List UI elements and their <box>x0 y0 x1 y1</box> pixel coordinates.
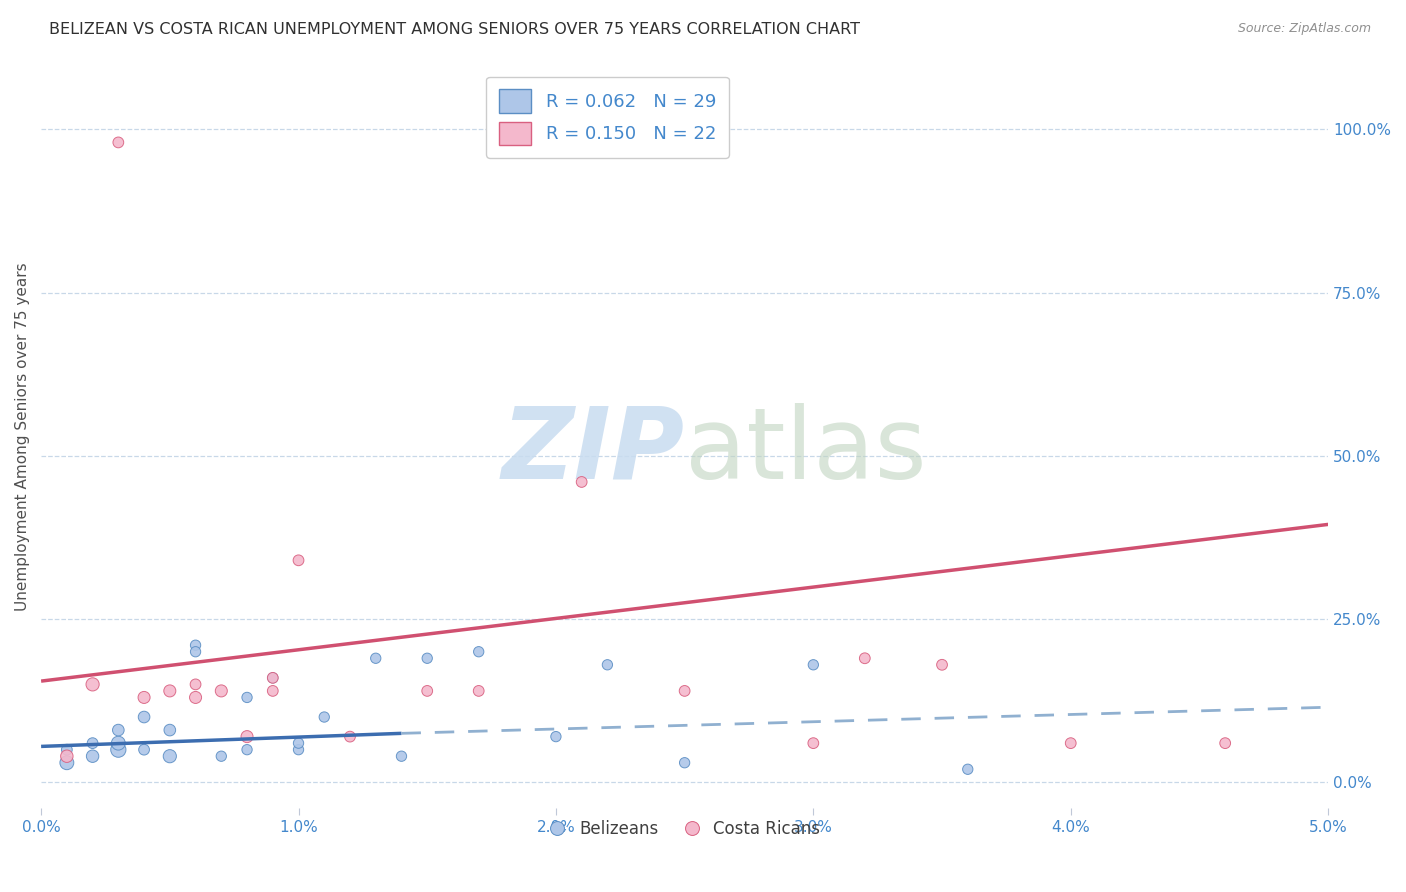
Point <box>82 677 104 691</box>
Point <box>56 749 79 764</box>
Point <box>544 730 567 744</box>
Point <box>184 677 207 691</box>
Point <box>262 684 284 698</box>
Point <box>1060 736 1083 750</box>
Point <box>159 749 181 764</box>
Point <box>262 671 284 685</box>
Point <box>467 645 489 659</box>
Point <box>673 684 696 698</box>
Point <box>236 730 259 744</box>
Point <box>236 742 259 756</box>
Point <box>107 723 129 737</box>
Point <box>56 756 79 770</box>
Point <box>314 710 336 724</box>
Point <box>287 736 309 750</box>
Point <box>56 742 79 756</box>
Point <box>159 723 181 737</box>
Point <box>184 638 207 652</box>
Point <box>416 684 439 698</box>
Point <box>132 710 155 724</box>
Point <box>391 749 413 764</box>
Point <box>209 684 232 698</box>
Text: ZIP: ZIP <box>502 402 685 500</box>
Point <box>287 553 309 567</box>
Point <box>107 736 129 750</box>
Point <box>159 684 181 698</box>
Point <box>184 690 207 705</box>
Point <box>209 749 232 764</box>
Point <box>82 749 104 764</box>
Point <box>339 730 361 744</box>
Point <box>1213 736 1236 750</box>
Point <box>364 651 387 665</box>
Y-axis label: Unemployment Among Seniors over 75 years: Unemployment Among Seniors over 75 years <box>15 262 30 610</box>
Point <box>107 742 129 756</box>
Point <box>673 756 696 770</box>
Point <box>853 651 876 665</box>
Point <box>132 690 155 705</box>
Text: Source: ZipAtlas.com: Source: ZipAtlas.com <box>1237 22 1371 36</box>
Point <box>262 671 284 685</box>
Point <box>236 690 259 705</box>
Point <box>287 742 309 756</box>
Point <box>467 684 489 698</box>
Point <box>931 657 953 672</box>
Text: atlas: atlas <box>685 402 927 500</box>
Point <box>107 136 129 150</box>
Point <box>801 657 824 672</box>
Point <box>571 475 593 489</box>
Point <box>82 736 104 750</box>
Text: BELIZEAN VS COSTA RICAN UNEMPLOYMENT AMONG SENIORS OVER 75 YEARS CORRELATION CHA: BELIZEAN VS COSTA RICAN UNEMPLOYMENT AMO… <box>49 22 860 37</box>
Point <box>801 736 824 750</box>
Point <box>596 657 619 672</box>
Point <box>184 645 207 659</box>
Point <box>956 762 979 776</box>
Legend: Belizeans, Costa Ricans: Belizeans, Costa Ricans <box>543 814 827 845</box>
Point <box>132 742 155 756</box>
Point <box>416 651 439 665</box>
